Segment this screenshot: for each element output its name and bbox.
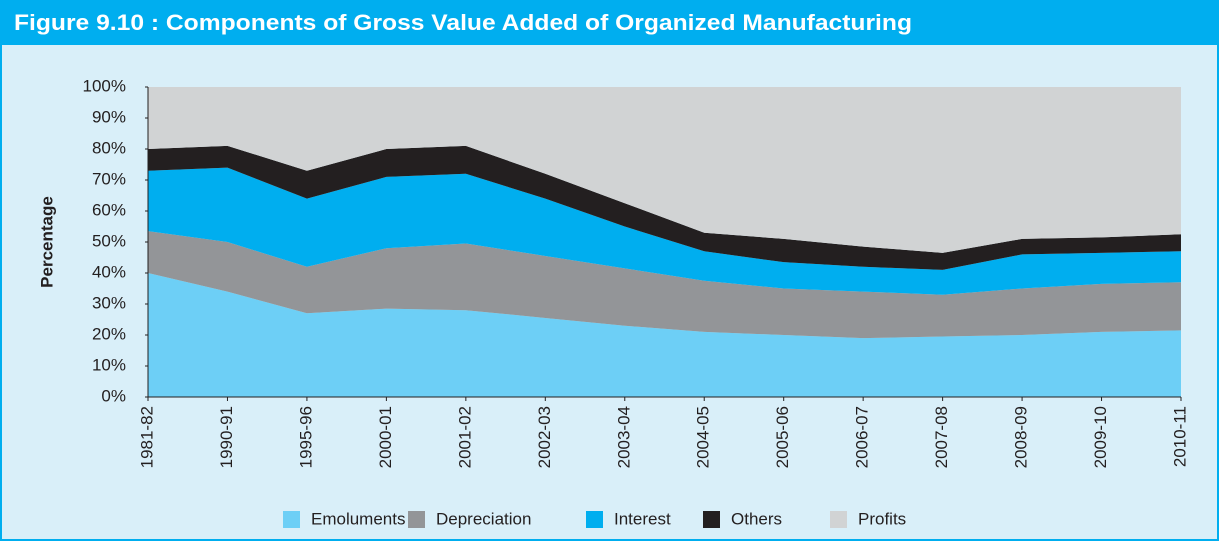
legend-label: Interest bbox=[614, 509, 671, 528]
area bbox=[148, 145, 1181, 270]
legend-label: Profits bbox=[858, 509, 906, 528]
area bbox=[148, 167, 1181, 295]
legend-label: Emoluments bbox=[311, 509, 405, 528]
y-tick-label: 20% bbox=[92, 324, 126, 343]
legend-swatch bbox=[830, 511, 847, 528]
x-tick-label: 1981-82 bbox=[137, 406, 156, 468]
x-tick-label: 2000-01 bbox=[376, 406, 395, 468]
legend-swatch bbox=[586, 511, 603, 528]
x-tick-label: 2007-08 bbox=[932, 406, 951, 468]
y-tick-label: 90% bbox=[92, 107, 126, 126]
x-tick-label: 1990-91 bbox=[217, 406, 236, 468]
y-tick-label: 10% bbox=[92, 355, 126, 374]
x-tick-label: 2008-09 bbox=[1012, 406, 1031, 468]
y-tick-label: 0% bbox=[101, 386, 126, 405]
area bbox=[148, 231, 1181, 339]
y-tick-label: 70% bbox=[92, 169, 126, 188]
legend-swatch bbox=[703, 511, 720, 528]
y-tick-label: 50% bbox=[92, 231, 126, 250]
x-tick-label: 2009-10 bbox=[1091, 406, 1110, 468]
title-bar bbox=[0, 0, 1219, 45]
legend-swatch bbox=[408, 511, 425, 528]
x-tick-label: 2002-03 bbox=[535, 406, 554, 468]
x-tick-label: 2006-07 bbox=[853, 406, 872, 468]
y-tick-label: 100% bbox=[83, 76, 126, 95]
x-tick-label: 2004-05 bbox=[694, 406, 713, 468]
legend-label: Others bbox=[731, 509, 782, 528]
legend-swatch bbox=[283, 511, 300, 528]
x-tick-label: 2003-04 bbox=[614, 406, 633, 468]
y-tick-label: 80% bbox=[92, 138, 126, 157]
y-tick-label: 30% bbox=[92, 293, 126, 312]
chart-title: Figure 9.10 : Components of Gross Value … bbox=[14, 10, 912, 35]
x-tick-label: 2005-06 bbox=[773, 406, 792, 468]
y-axis-label: Percentage bbox=[37, 196, 56, 288]
x-tick-label: 2010-11 bbox=[1170, 406, 1189, 467]
x-tick-label: 2001-02 bbox=[455, 406, 474, 468]
legend-label: Depreciation bbox=[436, 509, 531, 528]
y-tick-label: 40% bbox=[92, 262, 126, 281]
x-tick-label: 1995-96 bbox=[296, 406, 315, 468]
area bbox=[148, 87, 1181, 253]
y-tick-label: 60% bbox=[92, 200, 126, 219]
area bbox=[148, 273, 1181, 397]
